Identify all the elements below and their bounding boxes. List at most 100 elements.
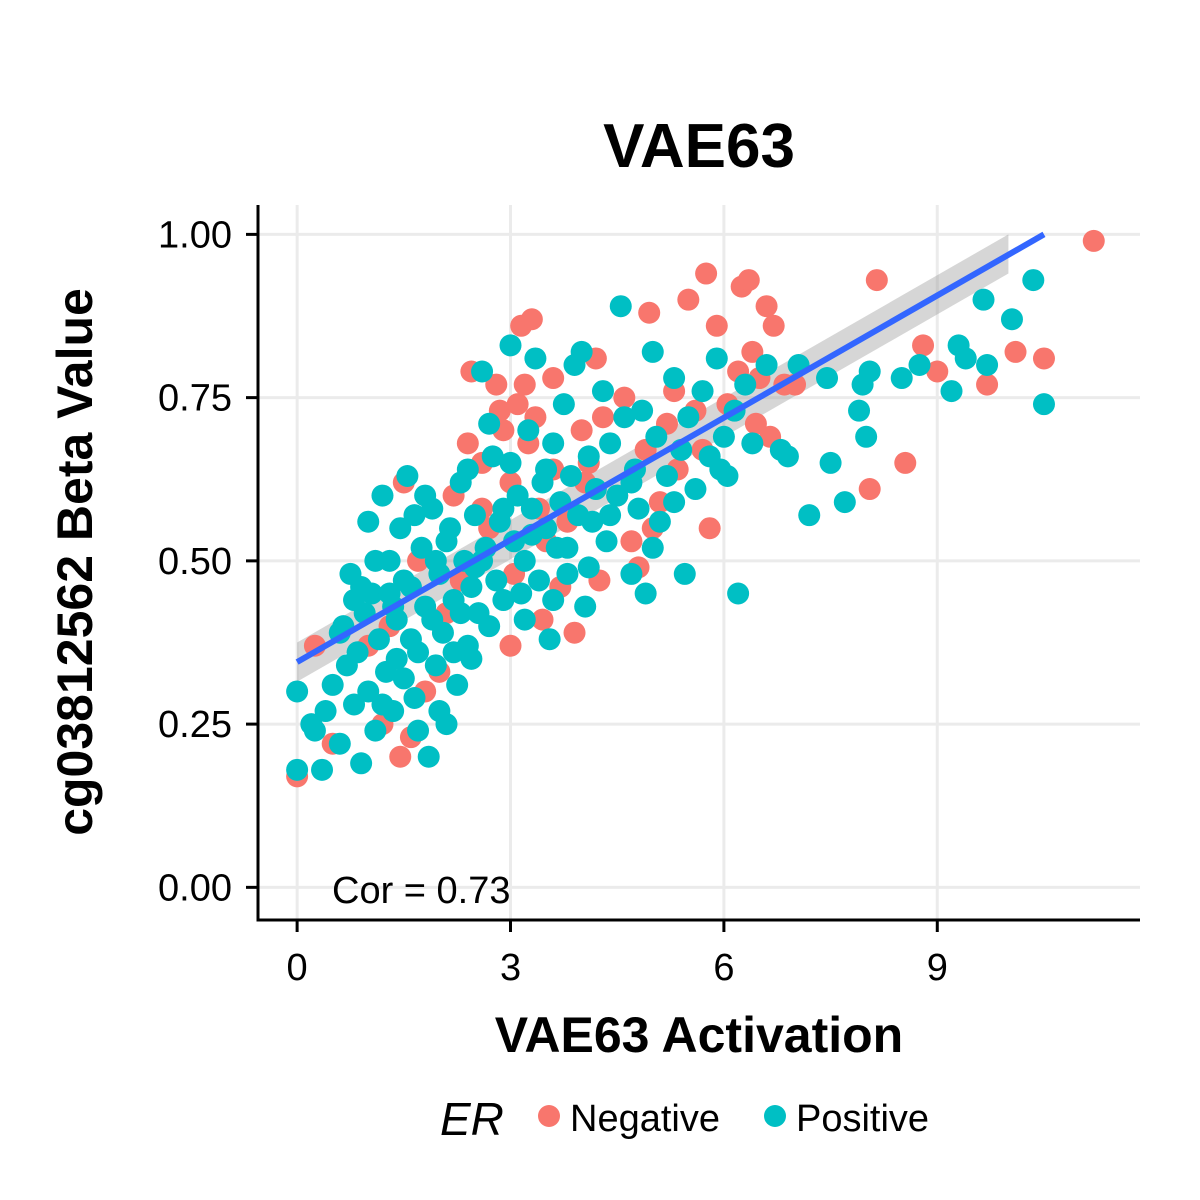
data-point-positive [421, 608, 444, 631]
data-point-positive [570, 340, 593, 363]
data-point-positive [641, 340, 664, 363]
x-tick-label: 6 [713, 947, 734, 989]
x-tick-label: 3 [500, 947, 521, 989]
y-tick-label: 0.25 [158, 704, 232, 746]
y-tick-label: 0.75 [158, 378, 232, 420]
data-point-negative [858, 478, 881, 501]
data-point-positive [673, 562, 696, 585]
data-point-negative [499, 634, 522, 657]
data-point-positive [648, 510, 671, 533]
data-point-positive [798, 504, 821, 527]
data-point-positive [478, 615, 501, 638]
data-point-positive [417, 745, 440, 768]
data-point-positive [286, 758, 309, 781]
data-point-negative [865, 269, 888, 292]
data-point-positive [595, 530, 618, 553]
data-point-positive [755, 353, 778, 376]
data-point-positive [346, 641, 369, 664]
data-point-negative [638, 301, 661, 324]
data-point-positive [556, 536, 579, 559]
data-point-positive [371, 693, 394, 716]
chart-title: VAE63 [603, 112, 795, 181]
data-point-negative [698, 517, 721, 540]
data-point-positive [303, 719, 326, 742]
data-point-positive [940, 380, 963, 403]
data-point-positive [954, 347, 977, 370]
data-point-negative [705, 314, 728, 337]
data-point-positive [343, 693, 366, 716]
data-point-positive [371, 484, 394, 507]
data-point-positive [435, 530, 458, 553]
data-point-positive [613, 406, 636, 429]
data-point-positive [663, 491, 686, 514]
data-point-positive [705, 347, 728, 370]
data-point-positive [684, 478, 707, 501]
data-point-positive [481, 445, 504, 468]
data-point-positive [559, 464, 582, 487]
data-point-positive [328, 732, 351, 755]
data-point-positive [517, 419, 540, 442]
data-point-positive [367, 628, 390, 651]
data-point-positive [286, 680, 309, 703]
data-point-positive [442, 641, 465, 664]
data-point-negative [1082, 229, 1105, 252]
data-point-negative [1032, 347, 1055, 370]
data-point-positive [599, 432, 622, 455]
data-point-negative [563, 621, 586, 644]
regression-line [295, 231, 1046, 665]
data-point-positive [609, 295, 632, 318]
data-point-positive [734, 373, 757, 396]
data-point-positive [463, 504, 486, 527]
data-point-positive [538, 628, 561, 651]
data-point-positive [1000, 308, 1023, 331]
data-point-positive [396, 464, 419, 487]
data-point-positive [399, 628, 422, 651]
data-point-negative [755, 295, 778, 318]
data-point-positive [577, 556, 600, 579]
data-point-positive [414, 484, 437, 507]
data-point-negative [613, 386, 636, 409]
legend-negative-label: Negative [570, 1098, 720, 1140]
data-point-positive [428, 700, 451, 723]
data-point-positive [833, 491, 856, 514]
data-point-positive [627, 497, 650, 520]
x-tick-label: 0 [287, 947, 308, 989]
data-point-positive [407, 719, 430, 742]
data-point-positive [460, 575, 483, 598]
y-tick-label: 0.00 [158, 867, 232, 909]
data-point-positive [591, 380, 614, 403]
data-point-positive [424, 549, 447, 572]
data-point-positive [816, 367, 839, 390]
y-tick-label: 0.50 [158, 541, 232, 583]
data-point-positive [581, 510, 604, 533]
data-point-positive [727, 582, 750, 605]
data-point-positive [456, 458, 479, 481]
x-axis-title: VAE63 Activation [495, 1007, 903, 1063]
data-point-positive [424, 654, 447, 677]
axes-layer: 0 3 6 9 0.00 0.25 0.50 0.75 1.00 [158, 205, 1140, 989]
legend-positive-swatch [764, 1105, 786, 1127]
data-point-positive [527, 569, 550, 592]
data-point-negative [912, 334, 935, 357]
data-point-positive [606, 484, 629, 507]
data-point-negative [456, 432, 479, 455]
data-point-positive [499, 334, 522, 357]
data-point-negative [542, 367, 565, 390]
data-point-positive [645, 425, 668, 448]
data-point-positive [321, 673, 344, 696]
data-point-positive [364, 719, 387, 742]
data-point-positive [631, 399, 654, 422]
data-point-positive [343, 589, 366, 612]
data-point-positive [848, 399, 871, 422]
points-layer [286, 229, 1105, 788]
legend-negative-swatch [538, 1105, 560, 1127]
y-tick-label: 1.00 [158, 214, 232, 256]
data-point-positive [855, 425, 878, 448]
data-point-positive [524, 347, 547, 370]
data-point-positive [513, 549, 536, 572]
data-point-negative [513, 373, 536, 396]
data-point-positive [506, 484, 529, 507]
data-point-positive [364, 549, 387, 572]
data-point-positive [976, 353, 999, 376]
